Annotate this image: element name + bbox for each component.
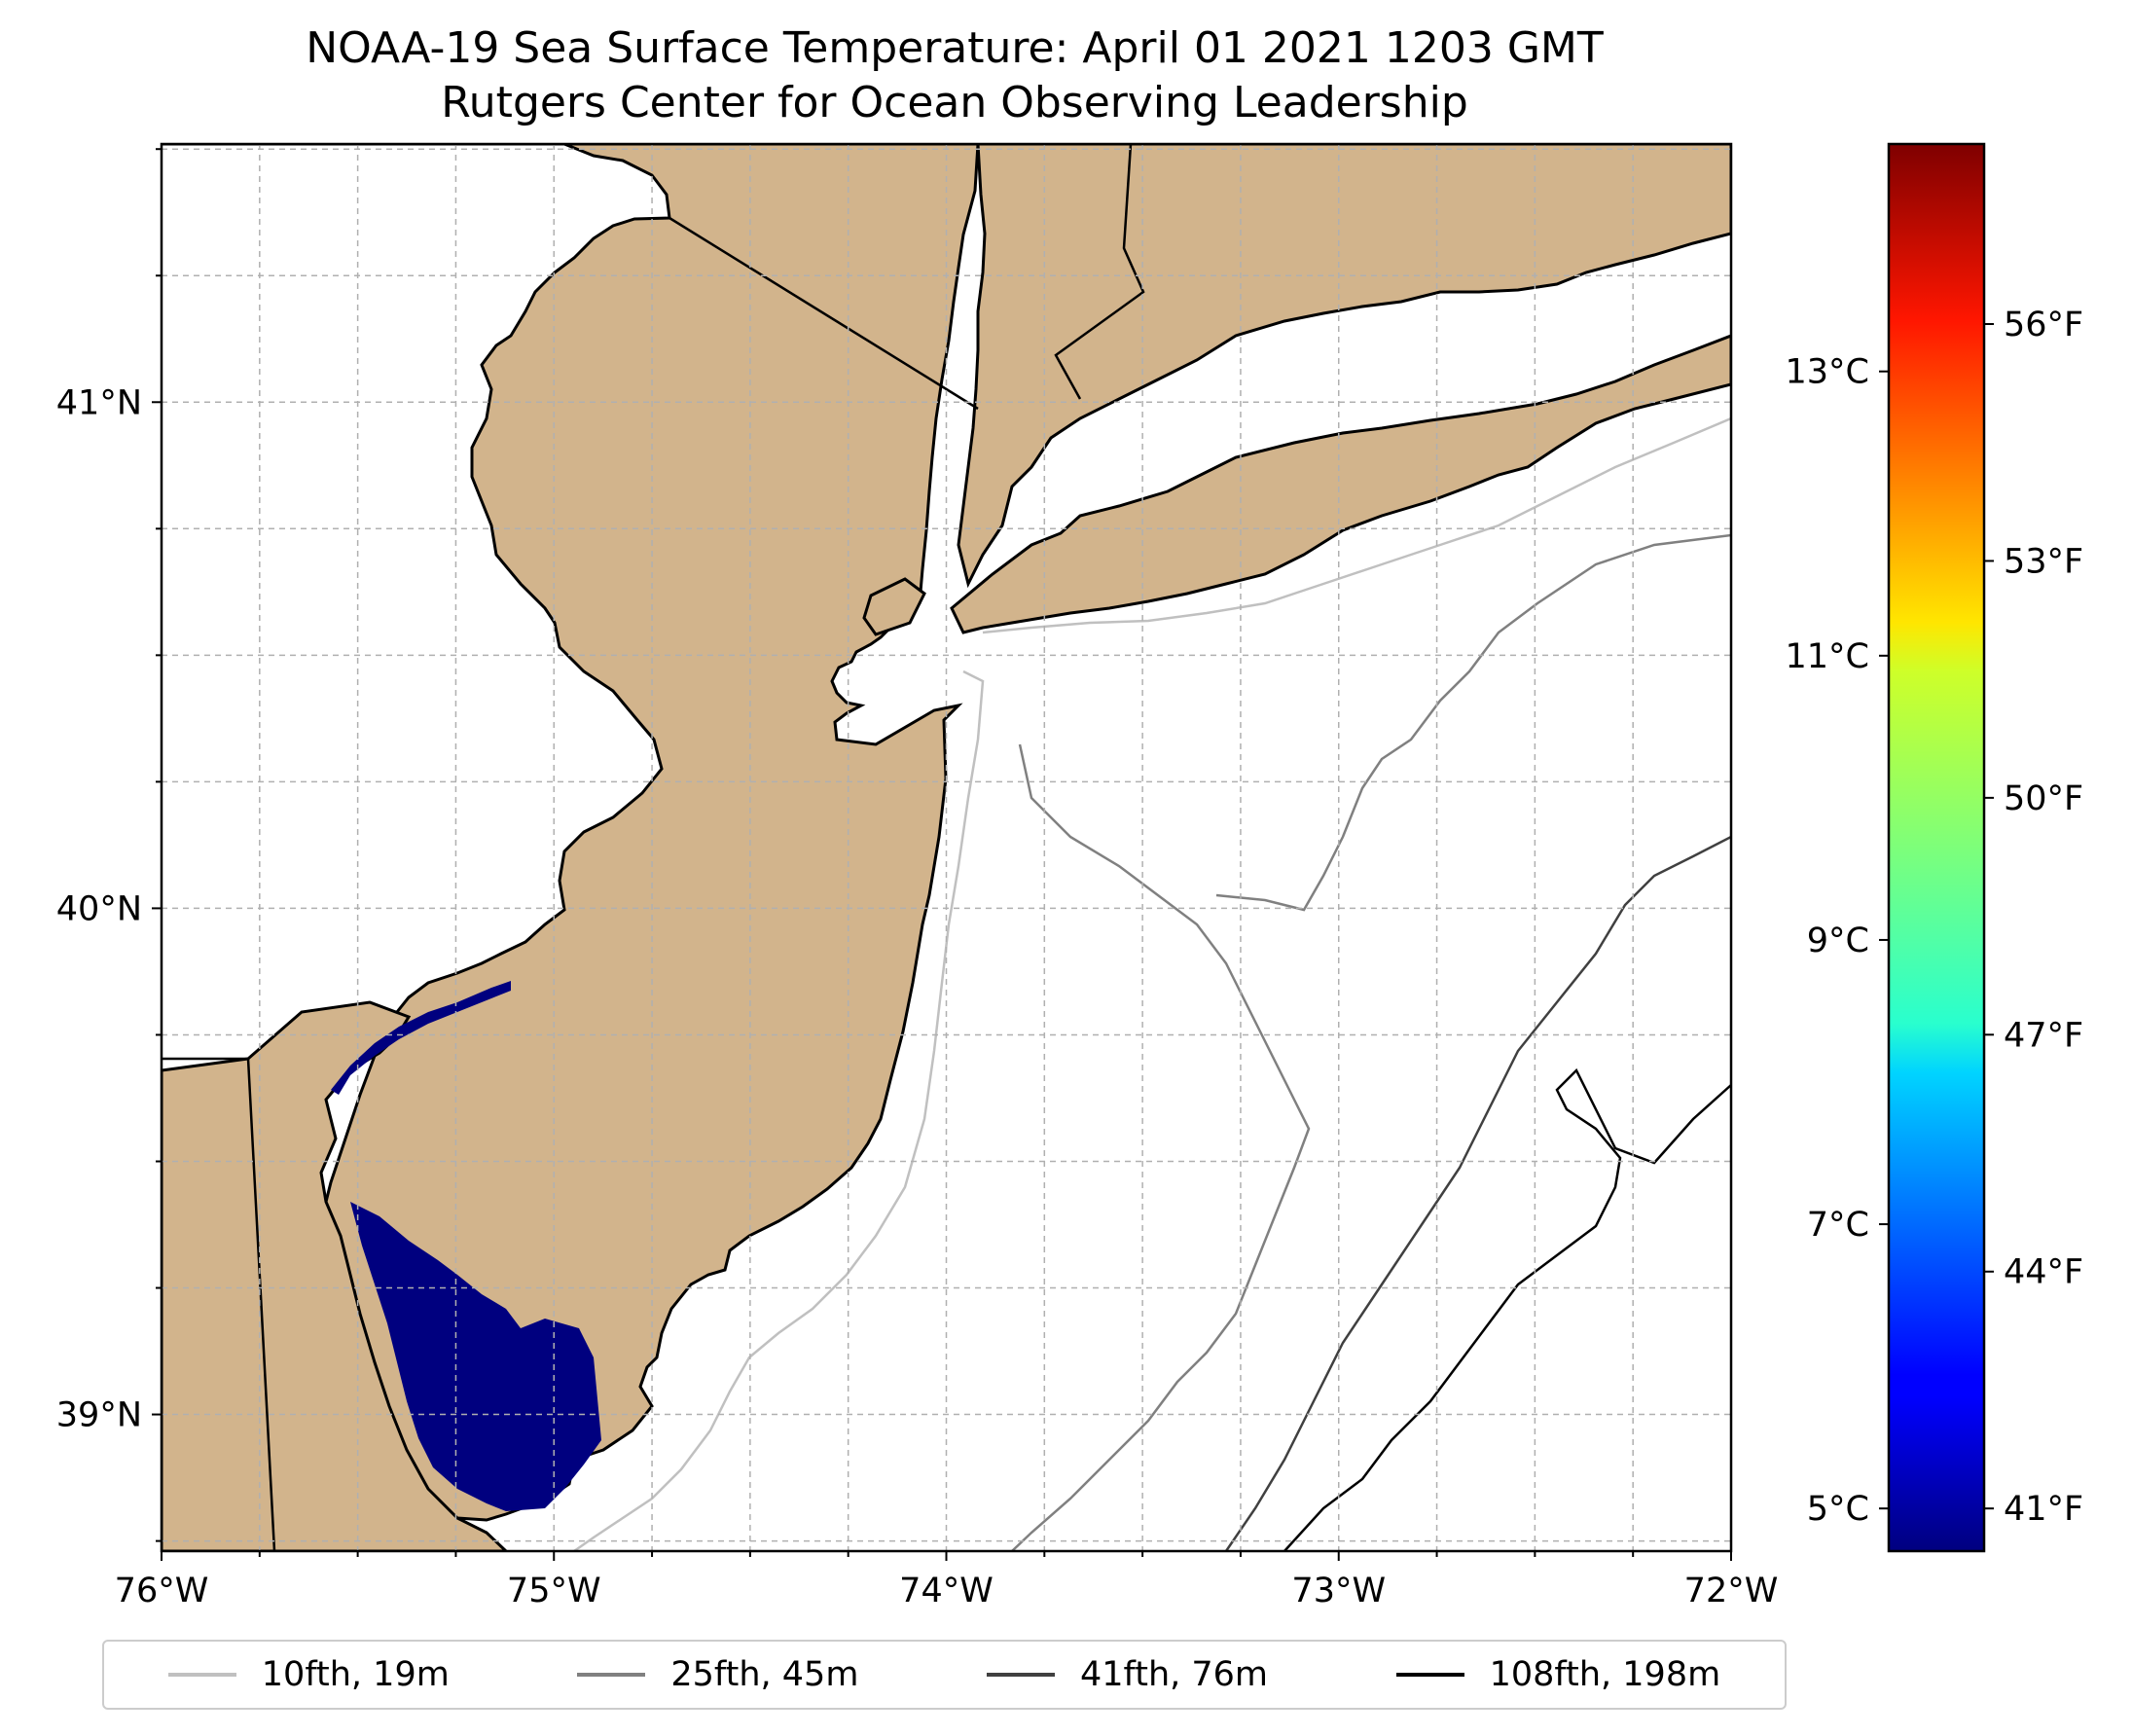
y-tick-label: 39°N bbox=[56, 1396, 142, 1435]
land-staten-island bbox=[862, 577, 926, 636]
border-de-md bbox=[162, 1057, 276, 1551]
x-tick-label: 72°W bbox=[1684, 1572, 1779, 1610]
colorbar-celsius-label: 13°C bbox=[1786, 353, 1869, 392]
legend-swatch bbox=[987, 1673, 1055, 1677]
contour-25fth-east bbox=[1215, 533, 1731, 912]
colorbar-celsius-label: 9°C bbox=[1807, 922, 1869, 960]
legend-swatch bbox=[167, 1673, 236, 1677]
sst-data-upper-river bbox=[331, 981, 511, 1095]
legend-swatch bbox=[1395, 1673, 1464, 1677]
contour-10fth bbox=[573, 669, 985, 1551]
borders bbox=[162, 144, 1145, 1551]
title-line-2: Rutgers Center for Ocean Observing Leade… bbox=[441, 78, 1468, 127]
border-ny-ct bbox=[1054, 144, 1145, 400]
colorbar-fahrenheit-label: 41°F bbox=[2004, 1490, 2083, 1529]
legend-item: 25fth, 45m bbox=[577, 1655, 858, 1694]
x-tick-label: 74°W bbox=[899, 1572, 994, 1610]
colorbar-fahrenheit-label: 53°F bbox=[2004, 542, 2083, 581]
bathymetry-contours bbox=[573, 416, 1731, 1551]
y-tick-label: 40°N bbox=[56, 889, 142, 928]
legend-label: 41fth, 76m bbox=[1080, 1655, 1269, 1694]
colorbar-celsius-axis: 5°C 7°C 9°C 11°C 13°C bbox=[1786, 353, 1889, 1529]
land-long-island bbox=[950, 334, 1731, 634]
legend-item: 10fth, 19m bbox=[167, 1655, 450, 1694]
colorbar-celsius-label: 7°C bbox=[1807, 1206, 1869, 1245]
map-title: NOAA-19 Sea Surface Temperature: April 0… bbox=[0, 21, 1909, 130]
x-tick-label: 73°W bbox=[1291, 1572, 1386, 1610]
border-ny-pa bbox=[669, 216, 979, 411]
legend-swatch bbox=[577, 1673, 646, 1677]
legend-item: 108fth, 198m bbox=[1395, 1655, 1721, 1694]
colorbar-fahrenheit-label: 56°F bbox=[2004, 306, 2083, 344]
colorbar-celsius-label: 5°C bbox=[1807, 1490, 1869, 1529]
colorbar-celsius-label: 11°C bbox=[1786, 637, 1869, 676]
colorbar-fahrenheit-label: 47°F bbox=[2004, 1016, 2083, 1055]
contour-10fth-ny bbox=[982, 416, 1731, 634]
graticule bbox=[162, 144, 1731, 1551]
x-tick-label: 75°W bbox=[507, 1572, 601, 1610]
legend: 10fth, 19m 25fth, 45m 41fth, 76m 108fth, 19… bbox=[102, 1640, 1787, 1710]
legend-label: 108fth, 198m bbox=[1489, 1655, 1721, 1694]
colorbar-fahrenheit-axis: 41°F 44°F 47°F 50°F 53°F 56°F bbox=[1984, 306, 2083, 1529]
legend-item: 41fth, 76m bbox=[987, 1655, 1268, 1694]
y-tick-label: 41°N bbox=[56, 383, 142, 422]
contour-25fth bbox=[1011, 743, 1311, 1551]
land-connecticut bbox=[957, 144, 1731, 589]
legend-label: 10fth, 19m bbox=[261, 1655, 450, 1694]
title-line-1: NOAA-19 Sea Surface Temperature: April 0… bbox=[306, 23, 1604, 73]
colorbar-fahrenheit-label: 44°F bbox=[2004, 1253, 2083, 1292]
land-mainland bbox=[162, 144, 980, 1522]
colorbar bbox=[1887, 142, 1986, 1553]
contour-108fth bbox=[1283, 1067, 1731, 1551]
legend-label: 25fth, 45m bbox=[670, 1655, 859, 1694]
land-layer bbox=[162, 144, 1731, 1551]
sst-data-region bbox=[350, 1202, 601, 1511]
contour-41fth bbox=[1224, 835, 1731, 1551]
x-tick-label: 76°W bbox=[115, 1572, 209, 1610]
x-axis: 76°W 75°W 74°W 73°W 72°W bbox=[115, 1551, 1779, 1610]
colorbar-fahrenheit-label: 50°F bbox=[2004, 779, 2083, 818]
y-axis: 39°N 40°N 41°N bbox=[56, 148, 162, 1542]
